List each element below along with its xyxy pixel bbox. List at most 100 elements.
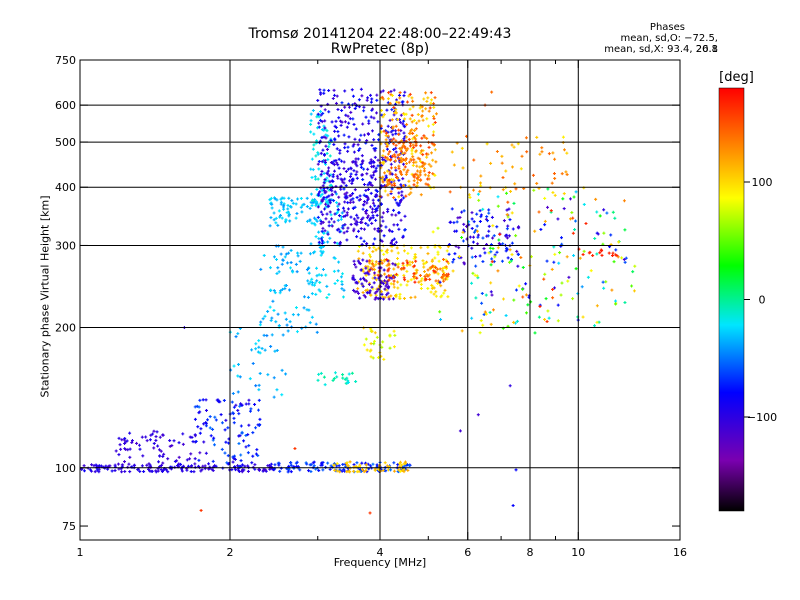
data-point <box>341 272 345 276</box>
data-point <box>453 229 457 233</box>
data-point <box>159 463 163 467</box>
data-point <box>475 274 479 278</box>
data-point <box>355 176 359 180</box>
data-point <box>396 203 400 207</box>
data-point <box>326 134 330 138</box>
data-point <box>253 463 257 467</box>
data-point <box>326 172 330 176</box>
data-point <box>270 316 274 320</box>
data-point <box>352 227 356 231</box>
data-point <box>394 146 398 150</box>
data-point <box>428 277 432 281</box>
data-point <box>316 177 320 181</box>
data-point <box>553 176 557 180</box>
data-point <box>212 436 216 440</box>
data-point <box>385 147 389 151</box>
data-point <box>339 187 343 191</box>
data-point <box>294 306 298 310</box>
data-point <box>369 355 373 359</box>
data-point <box>600 253 604 257</box>
data-point <box>281 333 285 337</box>
data-point <box>322 128 326 132</box>
data-point <box>376 120 380 124</box>
data-point <box>322 231 326 235</box>
data-point <box>405 135 409 139</box>
data-point <box>405 283 409 287</box>
colorbar-tick-label: −100 <box>747 411 777 424</box>
data-point <box>492 234 496 238</box>
data-point <box>516 142 520 146</box>
data-point <box>397 101 401 105</box>
data-point <box>371 201 375 205</box>
data-point <box>236 332 240 336</box>
data-point <box>324 197 328 201</box>
data-point <box>434 266 438 270</box>
data-point <box>82 469 86 473</box>
data-point <box>434 160 438 164</box>
data-point <box>370 329 374 333</box>
data-point <box>488 310 492 314</box>
data-point <box>157 460 161 464</box>
data-point <box>564 170 568 174</box>
data-point <box>391 262 395 266</box>
data-point <box>125 439 129 443</box>
data-point <box>310 315 314 319</box>
data-point <box>364 210 368 214</box>
data-point <box>578 256 582 260</box>
data-point <box>305 462 309 466</box>
data-point <box>180 469 184 473</box>
data-point <box>370 183 374 187</box>
data-point <box>489 281 493 285</box>
data-point <box>607 251 611 255</box>
data-point <box>487 229 491 233</box>
data-point <box>396 176 400 180</box>
data-point <box>360 461 364 465</box>
data-point <box>389 190 393 194</box>
data-point <box>383 171 387 175</box>
data-point <box>502 219 506 223</box>
data-point <box>472 220 476 224</box>
data-point <box>569 217 573 221</box>
data-point <box>398 295 402 299</box>
data-point <box>610 288 614 292</box>
data-point <box>387 91 391 95</box>
data-point <box>415 121 419 125</box>
data-point <box>333 137 337 141</box>
data-point <box>601 280 605 284</box>
data-point <box>357 105 361 109</box>
data-point <box>504 191 508 195</box>
data-point <box>296 251 300 255</box>
data-point <box>360 217 364 221</box>
data-point <box>364 194 368 198</box>
data-point <box>389 158 393 162</box>
data-point <box>90 463 94 467</box>
data-point <box>367 272 371 276</box>
data-point <box>320 136 324 140</box>
data-point <box>398 96 402 100</box>
data-point <box>374 188 378 192</box>
data-point <box>362 183 366 187</box>
data-point <box>280 262 284 266</box>
data-point <box>380 95 384 99</box>
data-point <box>422 262 426 266</box>
data-point <box>417 280 421 284</box>
data-point <box>393 159 397 163</box>
data-point <box>321 468 325 472</box>
data-point <box>150 469 154 473</box>
data-point <box>381 158 385 162</box>
data-point <box>516 264 520 268</box>
data-point <box>359 165 363 169</box>
data-point <box>365 172 369 176</box>
data-point <box>401 122 405 126</box>
data-point <box>232 416 236 420</box>
data-point <box>399 183 403 187</box>
data-point <box>374 248 378 252</box>
data-point <box>321 268 325 272</box>
data-point <box>535 135 539 139</box>
data-point <box>389 294 393 298</box>
data-point <box>386 268 390 272</box>
data-point <box>322 375 326 379</box>
data-point <box>394 132 398 136</box>
data-point <box>341 295 345 299</box>
data-point <box>426 286 430 290</box>
